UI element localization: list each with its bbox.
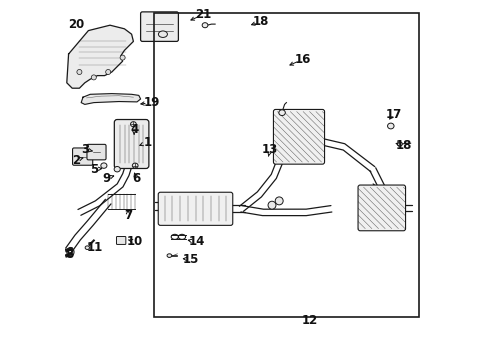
FancyBboxPatch shape [73, 148, 93, 165]
Ellipse shape [85, 246, 90, 249]
Ellipse shape [397, 142, 402, 146]
Text: 9: 9 [102, 172, 111, 185]
Ellipse shape [132, 163, 138, 168]
Circle shape [106, 69, 111, 75]
Text: 10: 10 [127, 235, 144, 248]
Ellipse shape [275, 197, 283, 205]
Polygon shape [67, 25, 133, 88]
Ellipse shape [202, 23, 208, 28]
Text: 19: 19 [144, 96, 160, 109]
Text: 13: 13 [262, 143, 278, 156]
Text: 4: 4 [130, 123, 138, 136]
Text: 16: 16 [294, 53, 311, 66]
Text: 21: 21 [196, 8, 212, 21]
FancyBboxPatch shape [273, 109, 324, 164]
Text: 3: 3 [81, 143, 89, 156]
FancyBboxPatch shape [114, 120, 149, 168]
Circle shape [120, 55, 125, 60]
Ellipse shape [268, 201, 276, 209]
Text: 17: 17 [385, 108, 401, 121]
Text: 6: 6 [132, 172, 141, 185]
Text: 15: 15 [183, 253, 199, 266]
Text: 12: 12 [302, 314, 318, 327]
Ellipse shape [158, 31, 168, 37]
Ellipse shape [101, 163, 107, 168]
Bar [154, 13, 419, 317]
Ellipse shape [167, 254, 171, 257]
Text: 8: 8 [65, 248, 74, 261]
Ellipse shape [279, 110, 285, 116]
Text: 2: 2 [72, 154, 80, 167]
Polygon shape [81, 94, 141, 104]
Text: 11: 11 [86, 241, 102, 254]
Ellipse shape [130, 122, 136, 127]
Circle shape [77, 69, 82, 75]
Text: 5: 5 [90, 163, 98, 176]
Text: 14: 14 [188, 235, 205, 248]
Text: 1: 1 [144, 136, 152, 149]
FancyBboxPatch shape [158, 192, 233, 225]
FancyBboxPatch shape [87, 144, 106, 160]
Circle shape [91, 75, 97, 80]
FancyBboxPatch shape [141, 12, 178, 41]
Text: 18: 18 [253, 15, 270, 28]
Ellipse shape [388, 123, 394, 129]
FancyBboxPatch shape [117, 237, 126, 244]
Text: 7: 7 [124, 209, 132, 222]
FancyBboxPatch shape [358, 185, 406, 231]
Ellipse shape [114, 166, 120, 172]
Text: 18: 18 [395, 139, 412, 152]
Text: 20: 20 [68, 18, 84, 31]
